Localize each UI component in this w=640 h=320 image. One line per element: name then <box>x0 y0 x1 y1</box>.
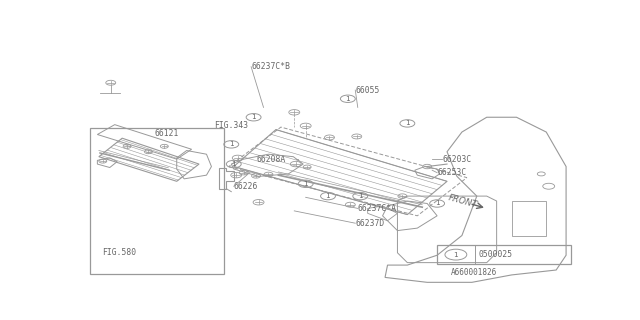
Bar <box>437 245 571 264</box>
Text: 66208A: 66208A <box>256 155 285 164</box>
Text: 1: 1 <box>435 201 440 206</box>
Text: FIG.580: FIG.580 <box>102 248 136 257</box>
Text: 1: 1 <box>326 193 330 199</box>
Text: 66237C*B: 66237C*B <box>251 62 290 71</box>
Text: 66055: 66055 <box>355 86 380 95</box>
Text: 1: 1 <box>229 141 234 147</box>
Text: 0500025: 0500025 <box>479 250 513 259</box>
Text: FIG.343: FIG.343 <box>214 121 248 130</box>
Text: FRONT: FRONT <box>447 193 478 209</box>
Text: 1: 1 <box>405 120 410 126</box>
Text: 1: 1 <box>303 181 308 187</box>
Bar <box>90 128 224 274</box>
Text: 1: 1 <box>252 114 256 120</box>
Text: A660001826: A660001826 <box>451 268 497 277</box>
Text: 66253C: 66253C <box>437 168 467 177</box>
Text: 1: 1 <box>232 161 236 167</box>
Text: 1: 1 <box>346 96 350 102</box>
Text: 1: 1 <box>454 252 458 258</box>
Text: 1: 1 <box>358 193 363 199</box>
Text: 66237D: 66237D <box>355 219 385 228</box>
Text: 66226: 66226 <box>234 182 258 191</box>
Text: 66121: 66121 <box>154 129 179 138</box>
Text: 66237C*A: 66237C*A <box>358 204 397 213</box>
Text: 66203C: 66203C <box>442 155 471 164</box>
